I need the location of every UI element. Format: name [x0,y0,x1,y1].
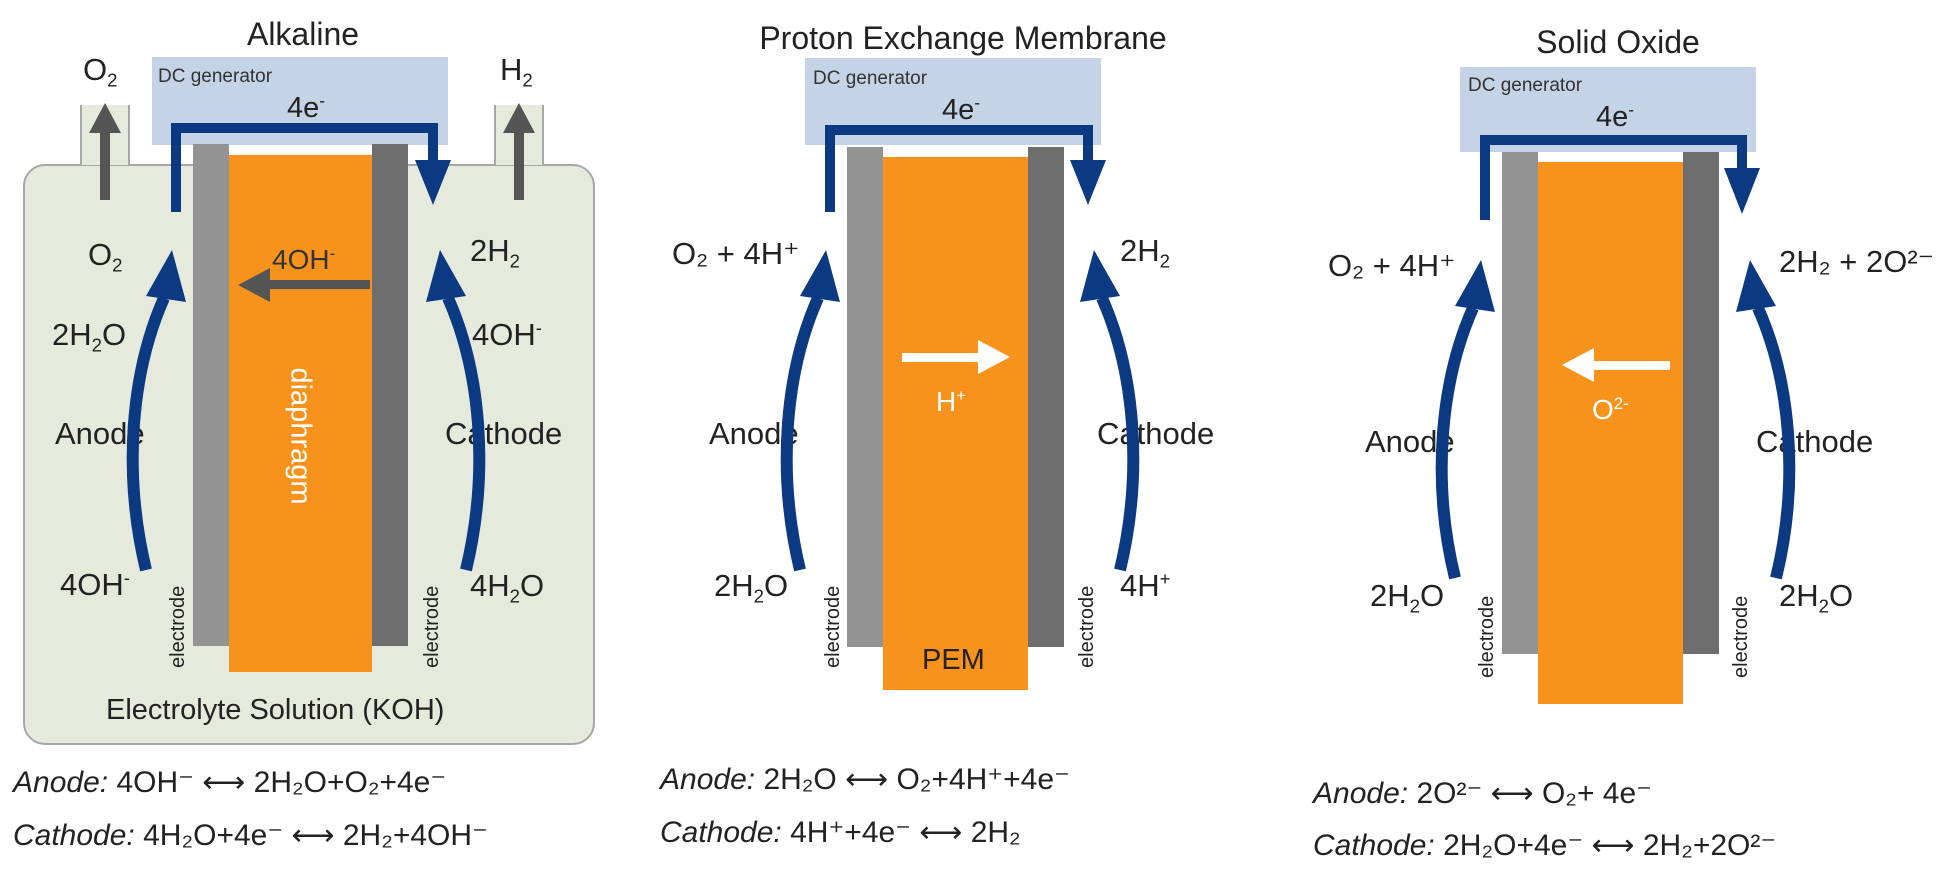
h2-outlet-label: H2 [500,52,533,91]
electrons-label: 4e- [942,92,981,126]
cathode-product-label: 2H2 [1120,233,1170,272]
cathode-flow-arrow [1080,250,1140,572]
dc-generator-label: DC generator [813,68,928,89]
alkaline-arrows [89,103,535,572]
membrane-label: PEM [922,644,985,676]
cathode-flow-arrow [426,250,486,572]
cathode-product-label: 2H₂ + 2O²⁻ [1779,244,1935,279]
cathode-electrode [372,144,408,646]
dc-generator-label: DC generator [1468,75,1583,96]
electrolyte-solution-label: Electrolyte Solution (KOH) [106,694,445,726]
anode-flow-arrow [1435,260,1495,580]
dc-generator-label: DC generator [158,66,273,87]
pem-panel: Proton Exchange Membrane DC generator PE… [630,0,1270,894]
cathode-electrode [1683,152,1719,654]
anode-product-label: O2 [88,237,123,276]
anode-water-label: 2H2O [1370,578,1445,617]
cathode-water-label: 2H2O [1779,578,1854,617]
cathode-equation: Cathode: 4H⁺+4e⁻ ⟷ 2H₂ [660,816,1021,849]
electrons-label: 4e- [287,90,326,124]
anode-flow-arrow [126,250,186,572]
ion-label: 4OH- [272,243,336,275]
diaphragm [229,155,372,672]
cathode-product-label: 2H2 [470,233,520,272]
electron-circuit-arrow [171,123,451,212]
anode-reactant-label: 4OH- [60,566,130,602]
h2-outlet-arrow [503,103,535,200]
ion-label: H+ [936,385,967,417]
anode-equation: Anode: 2H₂O ⟷ O₂+4H⁺+4e⁻ [660,763,1070,796]
oxide-ion-arrow [1562,348,1670,382]
solid-oxide-electrolyte [1538,162,1683,704]
anode-equation: Anode: 4OH⁻ ⟷ 2H₂O+O₂+4e⁻ [13,766,447,799]
cathode-proton-label: 4H+ [1120,567,1171,603]
pem-arrows [780,125,1140,572]
pem-title: Proton Exchange Membrane [759,20,1167,56]
anode-equation: Anode: 2O²⁻ ⟷ O₂+ 4e⁻ [1313,777,1652,810]
cathode-label: Cathode [1756,424,1874,459]
anode-product-label: O₂ + 4H⁺ [1328,248,1456,283]
anode-electrode [847,147,883,647]
cathode-flow-arrow [1736,260,1796,580]
anode-electrode [1502,152,1538,654]
electron-circuit-arrow [1480,135,1760,220]
cathode-equation: Cathode: 4H₂O+4e⁻ ⟷ 2H₂+4OH⁻ [13,819,488,852]
anode-flow-arrow [780,250,840,572]
anode-electrode [193,144,229,646]
alkaline-panel: Alkaline DC generator diaphragm 4e- O2 H… [0,0,620,894]
electrons-label: 4e- [1596,99,1635,133]
cathode-equation: Cathode: 2H₂O+4e⁻ ⟷ 2H₂+2O²⁻ [1313,829,1777,862]
solid-oxide-panel: Solid Oxide DC generator 4e- O₂ + 4H⁺ An… [1290,0,1939,894]
hydroxide-ion-arrow [238,268,370,302]
cathode-label: Cathode [1097,416,1215,451]
proton-exchange-membrane [883,157,1028,690]
proton-arrow [902,340,1010,374]
anode-water-label: 2H2O [714,568,789,607]
cathode-label: Cathode [445,416,563,451]
cathode-electrode [1028,147,1064,647]
anode-water-label: 2H2O [52,317,127,356]
cathode-water-label: 4H2O [470,568,545,607]
o2-outlet-label: O2 [83,52,118,91]
solid-oxide-arrows [1435,135,1796,580]
anode-product-label: O₂ + 4H⁺ [672,236,800,271]
solid-oxide-title: Solid Oxide [1536,24,1700,60]
electron-circuit-arrow [825,125,1106,212]
cathode-hydroxide-label: 4OH- [472,316,542,352]
ion-label: O2- [1592,393,1629,425]
o2-outlet-arrow [89,103,121,200]
alkaline-title: Alkaline [246,16,360,52]
